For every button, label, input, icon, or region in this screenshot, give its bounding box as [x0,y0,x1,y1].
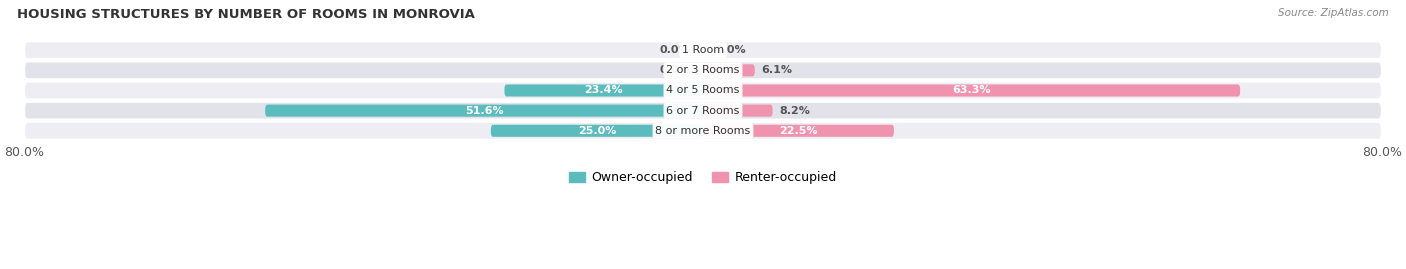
Text: 0.0%: 0.0% [716,45,747,55]
FancyBboxPatch shape [491,125,703,137]
Text: 0.0%: 0.0% [659,65,690,75]
FancyBboxPatch shape [24,122,1382,140]
FancyBboxPatch shape [24,82,1382,99]
Text: 0.0%: 0.0% [659,45,690,55]
FancyBboxPatch shape [266,105,703,117]
Text: 4 or 5 Rooms: 4 or 5 Rooms [666,86,740,95]
FancyBboxPatch shape [703,105,772,117]
FancyBboxPatch shape [703,125,894,137]
FancyBboxPatch shape [505,84,703,97]
Text: 8.2%: 8.2% [779,106,810,116]
FancyBboxPatch shape [703,84,1240,97]
FancyBboxPatch shape [24,102,1382,119]
Text: 51.6%: 51.6% [465,106,503,116]
FancyBboxPatch shape [24,41,1382,59]
Legend: Owner-occupied, Renter-occupied: Owner-occupied, Renter-occupied [564,166,842,189]
Text: 1 Room: 1 Room [682,45,724,55]
Text: 25.0%: 25.0% [578,126,616,136]
Text: 2 or 3 Rooms: 2 or 3 Rooms [666,65,740,75]
Text: 63.3%: 63.3% [952,86,991,95]
Text: 6.1%: 6.1% [762,65,793,75]
FancyBboxPatch shape [24,62,1382,79]
FancyBboxPatch shape [703,64,755,76]
Text: 8 or more Rooms: 8 or more Rooms [655,126,751,136]
Text: Source: ZipAtlas.com: Source: ZipAtlas.com [1278,8,1389,18]
Text: 23.4%: 23.4% [585,86,623,95]
Text: 22.5%: 22.5% [779,126,818,136]
Text: HOUSING STRUCTURES BY NUMBER OF ROOMS IN MONROVIA: HOUSING STRUCTURES BY NUMBER OF ROOMS IN… [17,8,475,21]
Text: 6 or 7 Rooms: 6 or 7 Rooms [666,106,740,116]
